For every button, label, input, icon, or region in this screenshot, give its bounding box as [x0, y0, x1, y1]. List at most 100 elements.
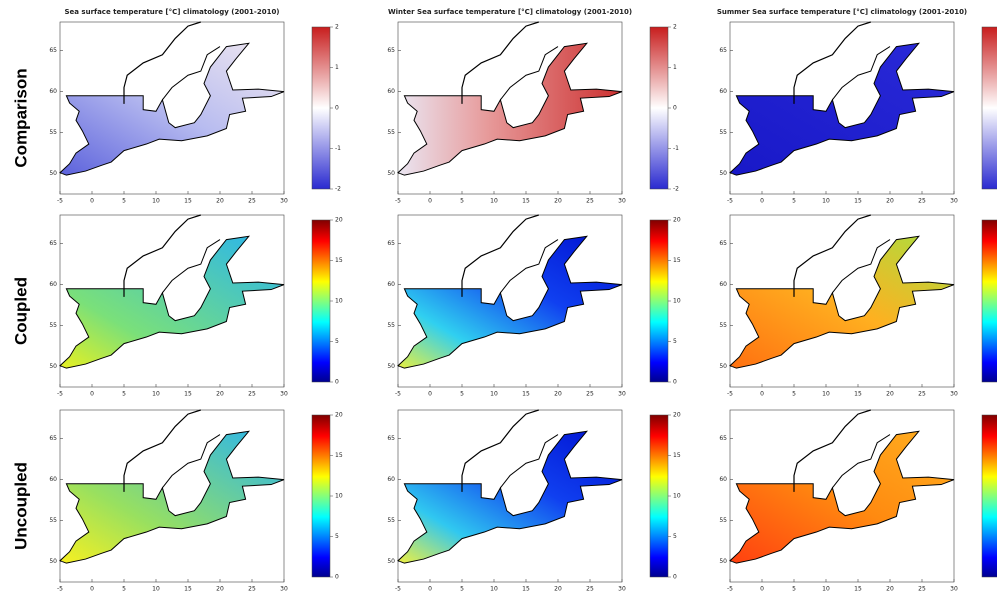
- y-tick-label: 60: [387, 88, 395, 95]
- x-tick-label: 25: [586, 391, 594, 398]
- x-tick-label: 20: [554, 391, 562, 398]
- y-tick-label: 55: [719, 322, 727, 329]
- x-tick-label: 15: [854, 198, 862, 205]
- y-tick-label: 60: [719, 476, 727, 483]
- x-tick-label: 30: [280, 586, 288, 591]
- x-tick-label: 5: [792, 586, 796, 591]
- colorbar-tick-label: 5: [335, 533, 339, 540]
- coastline: [123, 21, 201, 104]
- colorbar-tick-label: 1: [335, 64, 339, 71]
- colorbar-tick-label: 10: [335, 493, 343, 500]
- colorbar: [311, 414, 331, 578]
- coastline: [123, 409, 201, 492]
- colorbar: [311, 219, 331, 383]
- sea-field: [59, 430, 285, 564]
- map-panel: -5 0 5 10 15 20 25 30 50 55 60 65: [387, 214, 626, 398]
- coastline: [162, 434, 221, 489]
- x-tick-label: -5: [395, 586, 401, 591]
- y-tick-label: 55: [49, 517, 57, 524]
- y-tick-label: 65: [49, 47, 57, 54]
- x-tick-label: 0: [90, 198, 94, 205]
- x-tick-label: 30: [950, 198, 958, 205]
- x-tick-label: 5: [460, 198, 464, 205]
- row-label: Comparison: [11, 68, 30, 167]
- colorbar-tick-label: -2: [673, 186, 679, 193]
- map-panel: -5 0 5 10 15 20 25 30 50 55 60 65: [49, 409, 288, 591]
- coastline: [832, 239, 891, 294]
- x-tick-label: 20: [216, 391, 224, 398]
- x-tick-label: 5: [792, 198, 796, 205]
- y-tick-label: 55: [49, 129, 57, 136]
- x-tick-label: 10: [822, 198, 830, 205]
- colorbar: [649, 26, 669, 190]
- y-tick-label: 55: [387, 322, 395, 329]
- colorbar-tick-label: 0: [673, 105, 677, 112]
- y-tick-label: 65: [719, 47, 727, 54]
- colorbar: [649, 219, 669, 383]
- y-tick-label: 65: [387, 435, 395, 442]
- x-tick-label: 10: [152, 586, 160, 591]
- x-tick-label: 0: [428, 198, 432, 205]
- x-tick-label: 5: [792, 391, 796, 398]
- colorbar-tick-label: 15: [673, 257, 681, 264]
- map-panel: -5 0 5 10 15 20 25 30 50 55 60 65: [719, 214, 958, 398]
- map-panel: -5 0 5 10 15 20 25 30 50 55 60 65: [49, 214, 288, 398]
- panel-title: Sea surface temperature [°C] climatology…: [64, 8, 279, 16]
- x-tick-label: 25: [586, 586, 594, 591]
- x-tick-label: -5: [727, 198, 733, 205]
- x-tick-label: 15: [522, 391, 530, 398]
- map-panel: -5 0 5 10 15 20 25 30 50 55 60 65: [49, 21, 288, 205]
- coastline: [123, 214, 201, 297]
- colorbar-tick-label: 10: [673, 298, 681, 305]
- x-tick-label: -5: [727, 391, 733, 398]
- x-tick-label: 25: [248, 198, 256, 205]
- x-tick-label: 30: [280, 391, 288, 398]
- y-tick-label: 60: [387, 476, 395, 483]
- coastline: [500, 46, 559, 101]
- x-tick-label: 15: [854, 586, 862, 591]
- y-tick-label: 60: [719, 281, 727, 288]
- colorbar-tick-label: 5: [673, 533, 677, 540]
- y-tick-label: 60: [49, 88, 57, 95]
- colorbar-tick-label: 5: [673, 338, 677, 345]
- x-tick-label: 0: [428, 586, 432, 591]
- x-tick-label: 20: [554, 198, 562, 205]
- y-tick-label: 50: [387, 558, 395, 565]
- x-tick-label: 0: [760, 586, 764, 591]
- x-tick-label: 25: [248, 586, 256, 591]
- y-tick-label: 65: [49, 435, 57, 442]
- colorbar-tick-label: 0: [335, 379, 339, 386]
- sea-field: [729, 235, 955, 369]
- x-tick-label: 20: [216, 586, 224, 591]
- x-tick-label: -5: [395, 391, 401, 398]
- x-tick-label: 10: [822, 586, 830, 591]
- x-tick-label: -5: [395, 198, 401, 205]
- x-tick-label: 15: [522, 198, 530, 205]
- x-tick-label: 0: [760, 391, 764, 398]
- map-panel: -5 0 5 10 15 20 25 30 50 55 60 65: [719, 21, 958, 205]
- x-tick-label: -5: [57, 198, 63, 205]
- colorbar-tick-label: 20: [673, 217, 681, 224]
- colorbar-tick-label: 1: [673, 64, 677, 71]
- map-panel: -5 0 5 10 15 20 25 30 50 55 60 65: [719, 409, 958, 591]
- x-tick-label: 0: [90, 586, 94, 591]
- y-tick-label: 60: [719, 88, 727, 95]
- row-label: Coupled: [11, 277, 30, 345]
- colorbar-tick-label: 0: [335, 105, 339, 112]
- x-tick-label: 10: [490, 198, 498, 205]
- colorbar-tick-label: 10: [335, 298, 343, 305]
- y-tick-label: 50: [49, 363, 57, 370]
- y-tick-label: 65: [49, 240, 57, 247]
- panel-title: Summer Sea surface temperature [°C] clim…: [717, 8, 967, 16]
- x-tick-label: 15: [184, 198, 192, 205]
- x-tick-label: 5: [122, 198, 126, 205]
- colorbar-tick-label: 15: [673, 452, 681, 459]
- y-tick-label: 55: [719, 129, 727, 136]
- sea-field: [59, 235, 285, 369]
- row-label: Uncoupled: [11, 462, 30, 550]
- x-tick-label: 15: [184, 586, 192, 591]
- colorbar-tick-label: 20: [335, 412, 343, 419]
- x-tick-label: 20: [216, 198, 224, 205]
- sea-field: [59, 42, 285, 176]
